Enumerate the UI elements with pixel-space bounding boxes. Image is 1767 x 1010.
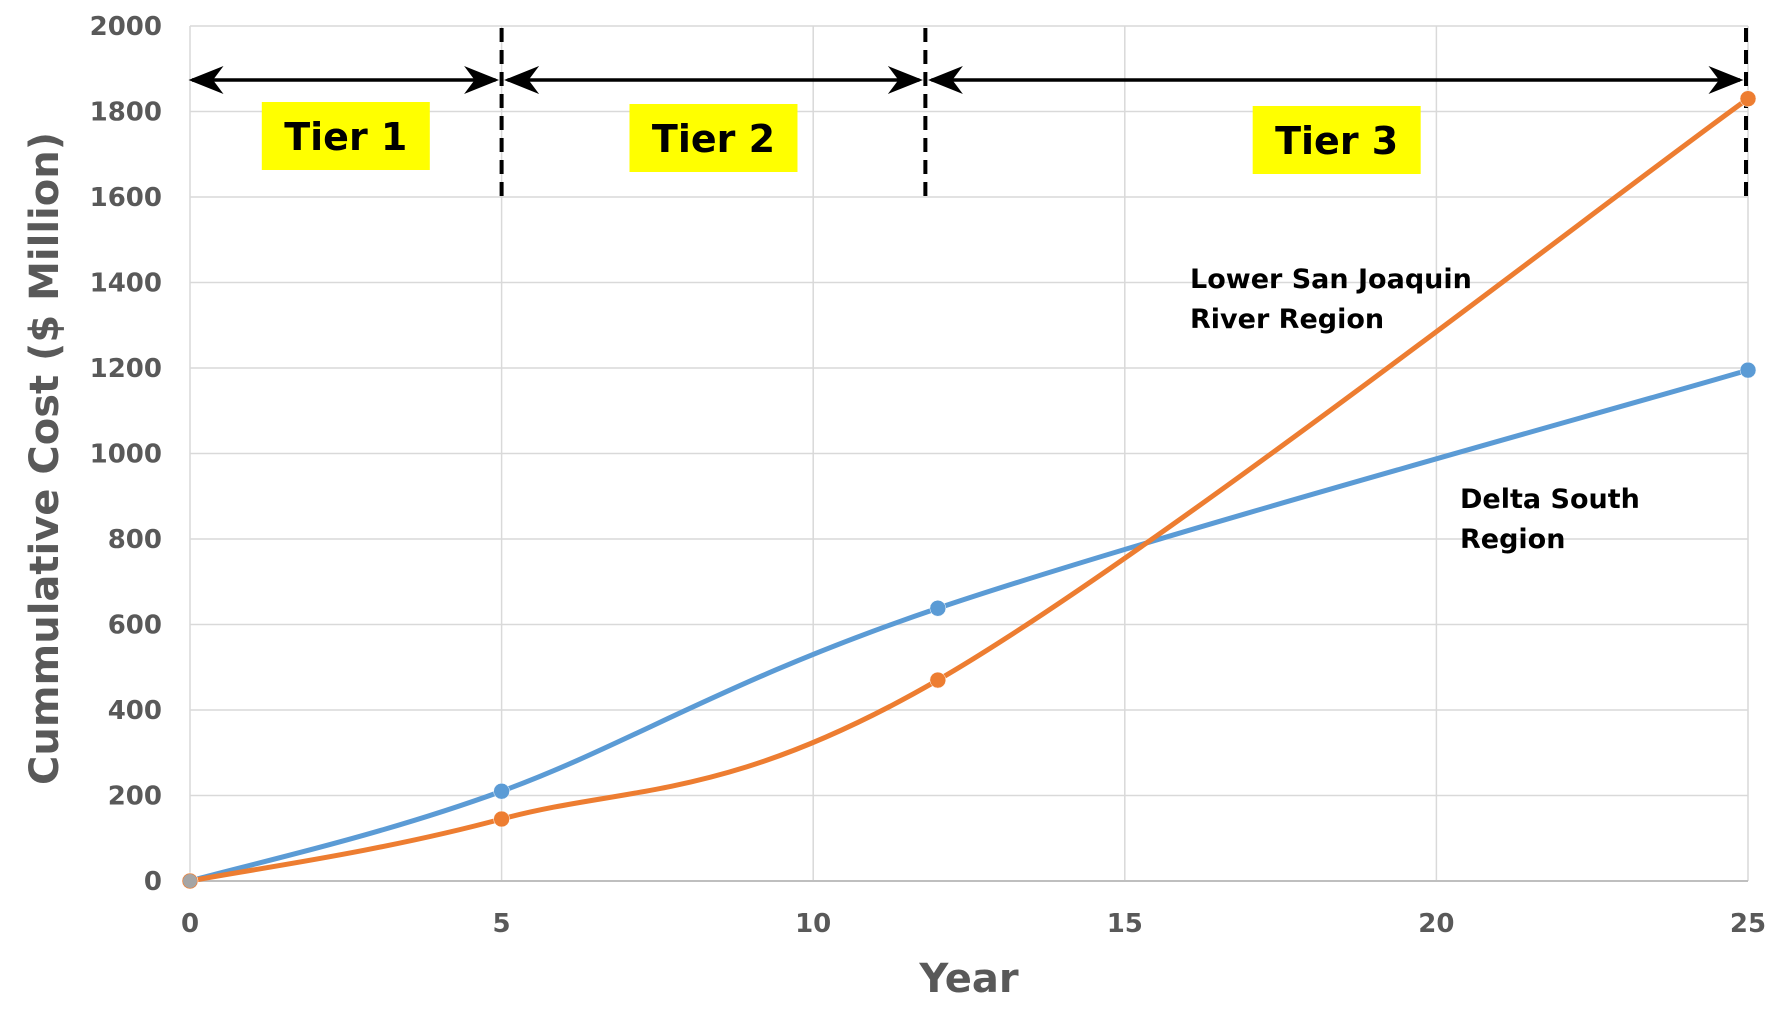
y-tick-label: 1400 <box>90 269 162 299</box>
tier-label: Tier 1 <box>284 115 407 159</box>
y-tick-label: 1200 <box>90 354 162 384</box>
y-tick-label: 2000 <box>90 12 162 42</box>
x-tick-label: 25 <box>1730 909 1766 939</box>
origin-point <box>183 874 197 888</box>
y-tick-label: 0 <box>144 867 162 897</box>
y-tick-label: 600 <box>108 611 162 641</box>
data-point-lower-san-joaquin-river-region <box>929 671 947 689</box>
tier-label: Tier 3 <box>1275 119 1398 163</box>
series-annotation: River Region <box>1190 304 1384 335</box>
y-axis-title: Cummulative Cost ($ Million) <box>22 132 68 785</box>
grid <box>189 25 1749 882</box>
data-point-delta-south-region <box>929 600 947 617</box>
y-tick-label: 200 <box>108 782 162 812</box>
tier-label-bg <box>261 102 430 170</box>
y-tick-label: 1800 <box>90 98 162 128</box>
tier-label-bg <box>1252 106 1421 174</box>
tier-label-bg <box>629 104 798 172</box>
series-annotation: Delta South <box>1460 484 1640 515</box>
y-tick-label: 1600 <box>90 183 162 213</box>
tier-markers: Tier 1 Tier 2 Tier 3 <box>188 28 1748 200</box>
data-point-lower-san-joaquin-river-region <box>1739 90 1757 107</box>
y-tick-label: 1000 <box>90 440 162 470</box>
tier-label: Tier 2 <box>652 117 775 161</box>
x-axis-title: Year <box>918 956 1018 1002</box>
y-tick-label: 800 <box>108 525 162 555</box>
tick-labels: 0 200 400 600 800 1000 1200 1400 1600 1800 2000 0 5 1… <box>90 12 1766 939</box>
x-tick-label: 5 <box>493 909 511 939</box>
y-tick-label: 400 <box>108 696 162 726</box>
series-annotation: Lower San Joaquin <box>1190 264 1472 295</box>
series-line-lower-san-joaquin-river-region <box>187 96 1751 884</box>
series-lines <box>187 96 1751 884</box>
data-point-lower-san-joaquin-river-region <box>493 810 510 828</box>
x-tick-label: 20 <box>1418 909 1454 939</box>
series-annotation: Region <box>1460 524 1565 555</box>
x-tick-label: 15 <box>1107 909 1143 939</box>
x-tick-label: 0 <box>181 909 199 939</box>
series-points <box>181 90 1757 890</box>
annotations: Lower San Joaquin River Region Delta South… <box>1190 264 1640 555</box>
series-line-delta-south-region <box>187 367 1751 884</box>
data-point-delta-south-region <box>1739 361 1757 379</box>
data-point-delta-south-region <box>493 782 510 800</box>
x-tick-label: 10 <box>795 909 831 939</box>
